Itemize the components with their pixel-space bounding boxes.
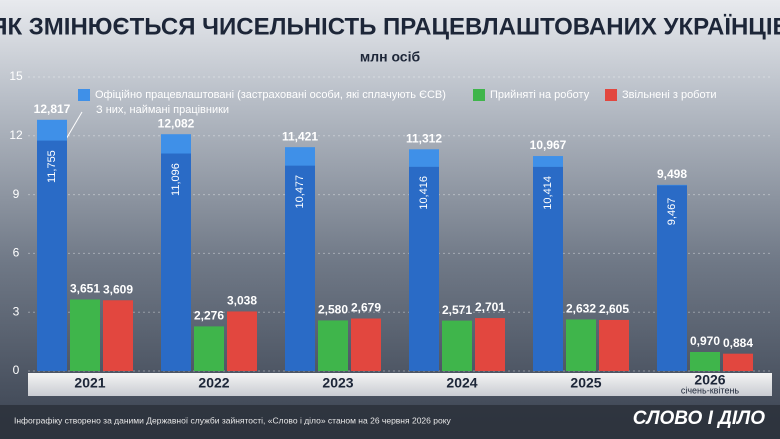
- bar: [409, 166, 439, 371]
- bar: [194, 326, 224, 371]
- category-band: [28, 373, 772, 396]
- value-label: 11,096: [170, 163, 182, 196]
- logo: СЛОВО І ДІЛО: [633, 408, 765, 429]
- y-tick-label: 3: [13, 304, 20, 318]
- y-tick-label: 9: [13, 187, 20, 201]
- value-label: 2,580: [318, 303, 348, 317]
- value-label: 11,312: [406, 131, 442, 145]
- legend-label: З них, наймані працівники: [96, 104, 229, 116]
- value-label: 11,421: [282, 129, 318, 143]
- legend-swatch: [473, 89, 485, 101]
- value-label: 9,467: [666, 198, 678, 226]
- x-tick-label: 2023: [322, 375, 353, 391]
- y-tick-label: 0: [13, 363, 20, 377]
- bar: [161, 153, 191, 371]
- y-tick-label: 15: [9, 69, 23, 83]
- value-label: 2,571: [442, 303, 472, 317]
- value-label: 3,609: [103, 282, 133, 296]
- value-label: 10,967: [530, 138, 567, 152]
- bar: [318, 320, 348, 371]
- bar: [566, 319, 596, 371]
- x-tick-label: 2026: [694, 372, 725, 388]
- bar: [657, 185, 687, 371]
- bar: [351, 318, 381, 371]
- bar: [690, 351, 720, 371]
- value-label: 0,970: [690, 334, 720, 348]
- chart-subtitle: млн осіб: [360, 49, 421, 65]
- legend-swatch: [78, 89, 90, 101]
- value-label: 2,679: [351, 301, 381, 315]
- value-label: 2,276: [194, 309, 224, 323]
- bar: [475, 318, 505, 371]
- value-label: 2,632: [566, 302, 596, 316]
- bar: [103, 300, 133, 371]
- footer-band: [0, 405, 780, 439]
- bar: [533, 166, 563, 371]
- value-label: 9,498: [657, 167, 687, 181]
- value-label: 0,884: [723, 336, 753, 350]
- chart-title: ЯК ЗМІНЮЄТЬСЯ ЧИСЕЛЬНІСТЬ ПРАЦЕВЛАШТОВАН…: [0, 13, 780, 40]
- value-label: 10,477: [294, 175, 306, 209]
- value-label: 12,817: [34, 102, 71, 116]
- legend-label: Прийняті на роботу: [490, 89, 590, 101]
- value-label: 10,414: [542, 176, 554, 210]
- plot: 0 3 6 9 12 15 Офіційно працевлаштовані (застра…: [9, 69, 772, 395]
- value-label: 3,038: [227, 294, 257, 308]
- y-tick-label: 12: [9, 128, 23, 142]
- bar: [227, 311, 257, 371]
- value-label: 12,082: [158, 116, 195, 130]
- bar: [723, 353, 753, 371]
- x-tick-label: 2024: [446, 375, 477, 391]
- value-label: 2,701: [475, 300, 505, 314]
- x-tick-label: 2022: [198, 375, 229, 391]
- value-label: 2,605: [599, 302, 629, 316]
- value-label: 10,416: [418, 176, 430, 210]
- x-tick-label: 2025: [570, 375, 601, 391]
- legend-swatch: [605, 89, 617, 101]
- value-label: 11,755: [46, 150, 58, 183]
- footnote: Інфографіку створено за даними Державної…: [14, 415, 452, 425]
- legend-label: Звільнені з роботи: [622, 89, 717, 101]
- x-sublabel: січень-квітень: [681, 385, 740, 395]
- x-tick-label: 2021: [74, 375, 105, 391]
- bar: [285, 165, 315, 371]
- y-tick-label: 6: [13, 246, 20, 260]
- legend-label: Офіційно працевлаштовані (застраховані о…: [95, 89, 446, 101]
- bar: [70, 299, 100, 371]
- bar: [37, 140, 67, 371]
- bar: [599, 319, 629, 371]
- value-label: 3,651: [70, 282, 100, 296]
- bar: [442, 320, 472, 371]
